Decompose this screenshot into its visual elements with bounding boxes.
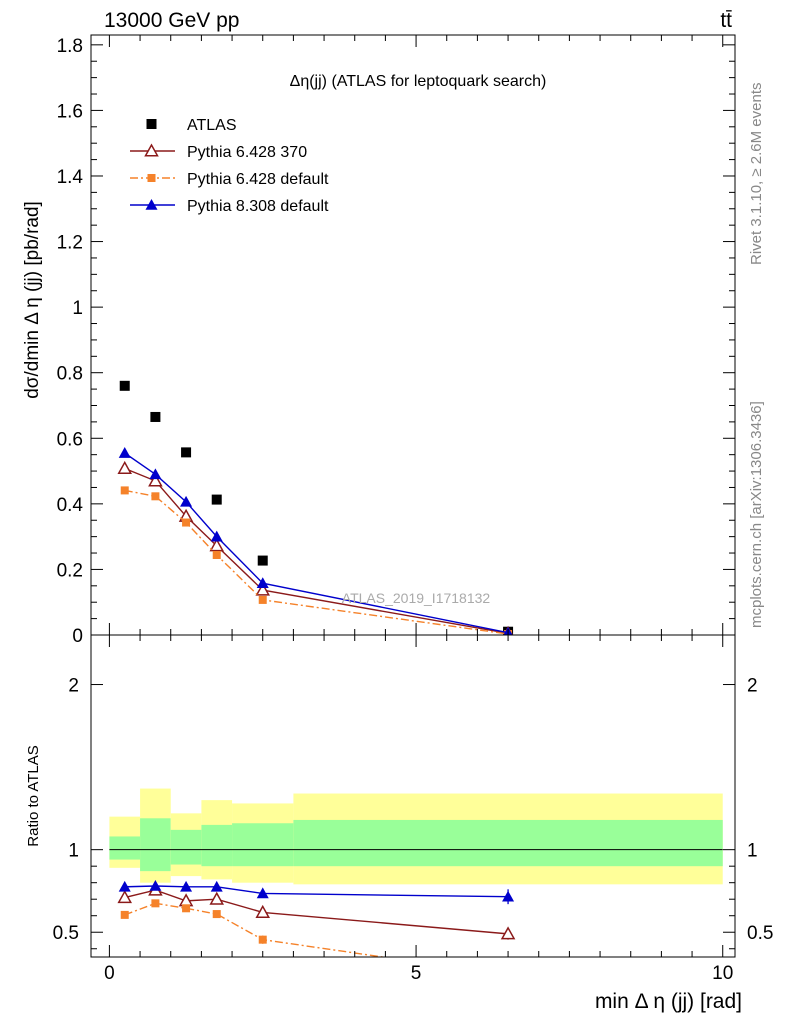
ratio-y-tick-label: 1 [68, 841, 79, 862]
ratio-uncertainty-bands [109, 788, 723, 885]
band-green [293, 819, 723, 867]
ratio-point [210, 880, 223, 892]
data-point [149, 468, 162, 480]
data-point [256, 577, 269, 588]
legend-marker [145, 199, 158, 210]
data-point [209, 538, 225, 552]
data-point [150, 411, 161, 422]
data-point [258, 595, 267, 604]
mcplots-label: mcplots.cern.ch [arXiv:1306.3436] [748, 401, 765, 628]
data-point [255, 582, 271, 596]
band-green [109, 836, 141, 860]
ratio-series-0 [117, 882, 516, 940]
y-tick-label: 0.2 [57, 560, 83, 581]
band-green [140, 818, 171, 872]
ratio-series-group [117, 879, 516, 957]
ratio-axes-frame [90, 634, 736, 958]
ratio-point [500, 926, 516, 940]
x-axis-label: min Δ η (jj) [rad] [595, 990, 742, 1013]
ratio-point [256, 887, 269, 899]
legend-marker [147, 174, 156, 182]
data-point [180, 495, 193, 507]
ratio-point [149, 879, 162, 891]
ratio-point [180, 880, 193, 892]
ratio-point [120, 910, 129, 919]
legend-marker [144, 143, 159, 157]
ratio-point [117, 890, 133, 904]
y-tick-label: 0.8 [57, 364, 83, 385]
data-point [182, 518, 191, 527]
data-point [148, 473, 163, 487]
main-title: Δη(jj) (ATLAS for leptoquark search) [290, 73, 547, 90]
ratio-y-tick-label: 0.5 [53, 923, 79, 944]
data-point [257, 555, 268, 566]
ratio-point [258, 935, 267, 944]
y-tick-label: 0 [72, 626, 83, 647]
ratio-point [255, 904, 271, 918]
ratio-y-tick-label-right: 1 [747, 841, 758, 862]
ratio-point [502, 890, 515, 902]
ratio-line-0 [124, 889, 509, 935]
x-tick-label: 0 [104, 963, 115, 984]
band-green [201, 824, 233, 867]
ratio-point [182, 904, 191, 913]
data-point [151, 492, 160, 501]
data-point [118, 447, 131, 458]
process-label: tt̄ [720, 9, 732, 32]
rivet-label: Rivet 3.1.10, ≥ 2.6M events [748, 83, 765, 266]
legend: ATLAS Pythia 6.428 370 Pythia 6.428 defaul… [130, 117, 329, 215]
data-point [181, 447, 192, 458]
ratio-point [209, 891, 225, 905]
legend-label: Pythia 6.428 default [187, 171, 329, 188]
energy-label: 13000 GeV pp [104, 9, 239, 32]
series-3 [118, 447, 513, 635]
y-tick-label: 1.6 [57, 101, 83, 122]
data-point [120, 486, 129, 495]
y-tick-label: 1.8 [57, 36, 83, 57]
ratio-y-tick-label: 2 [68, 676, 79, 697]
ratio-line-1 [124, 902, 388, 957]
y-tick-label: 1.4 [57, 167, 84, 188]
y-tick-label: 0.6 [57, 429, 83, 450]
x-tick-label: 5 [411, 963, 422, 984]
series-line-1 [124, 467, 509, 635]
ratio-y-tick-label-right: 0.5 [747, 923, 773, 944]
main-series-group [117, 380, 514, 635]
data-point [211, 494, 222, 505]
ratio-point [151, 899, 160, 908]
watermark: ATLAS_2019_I1718132 [342, 590, 491, 606]
main-ylabel: dσ/dmin Δ η (jj) [pb/rad] [22, 201, 43, 399]
data-point [119, 380, 130, 391]
ratio-line-2 [124, 885, 509, 898]
ratio-point [118, 880, 131, 892]
data-point [117, 460, 133, 474]
y-tick-label: 0.4 [57, 495, 84, 516]
legend-label: Pythia 8.308 default [187, 198, 329, 215]
legend-label: Pythia 6.428 370 [187, 144, 307, 161]
ratio-ylabel: Ratio to ATLAS [25, 745, 42, 846]
x-tick-label: 10 [712, 963, 733, 984]
series-line-3 [124, 452, 509, 634]
y-tick-label: 1 [72, 298, 83, 319]
ratio-y-tick-label-right: 2 [747, 676, 758, 697]
band-green [232, 823, 294, 867]
band-green [170, 829, 202, 865]
data-point [212, 551, 221, 559]
legend-marker [146, 119, 157, 129]
ratio-series-1 [120, 899, 388, 957]
legend-label: ATLAS [187, 117, 237, 134]
y-tick-label: 1.2 [57, 233, 83, 254]
ratio-point [212, 910, 221, 919]
series-1 [117, 460, 514, 635]
data-point [210, 530, 223, 542]
ratio-series-2 [118, 879, 515, 905]
